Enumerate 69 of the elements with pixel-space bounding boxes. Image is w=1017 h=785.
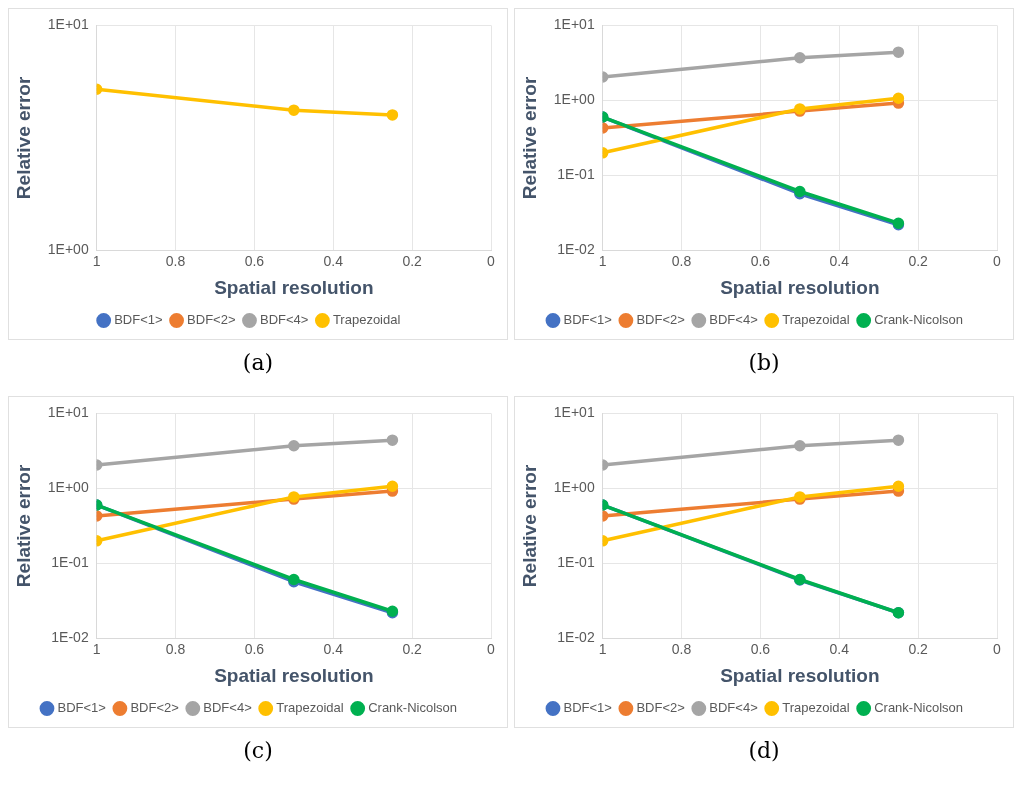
x-tick-label: 0.2 bbox=[908, 640, 929, 657]
x-tick-label: 0.6 bbox=[244, 640, 265, 657]
x-tick-label: 0.8 bbox=[671, 252, 692, 269]
y-axis-title: Relative error bbox=[518, 464, 540, 588]
text: (b) bbox=[748, 350, 780, 377]
x-tick-label: 0.4 bbox=[323, 252, 344, 269]
y-tick-label: 1E-01 bbox=[51, 554, 89, 571]
x-tick-label: 1 bbox=[92, 252, 101, 269]
legend-label: BDF<2> bbox=[130, 700, 179, 716]
x-axis-title: Spatial resolution bbox=[720, 664, 880, 686]
x-tick-label: 0.6 bbox=[750, 640, 771, 657]
legend-label: Trapezoidal bbox=[332, 312, 401, 328]
x-tick-label: 1 bbox=[92, 640, 101, 657]
text: (d) bbox=[748, 738, 780, 765]
y-axis-title: Relative error bbox=[12, 464, 34, 588]
x-tick-label: 0.8 bbox=[671, 640, 692, 657]
y-tick-label: 1E+01 bbox=[553, 16, 595, 33]
x-tick-label: 0.8 bbox=[165, 252, 186, 269]
x-tick-label: 0 bbox=[993, 252, 1002, 269]
y-tick-label: 1E-02 bbox=[557, 629, 595, 646]
y-tick-label: 1E-02 bbox=[557, 241, 595, 258]
y-tick-label: 1E+01 bbox=[47, 16, 89, 33]
y-tick-label: 1E-01 bbox=[557, 554, 595, 571]
x-tick-label: 0.6 bbox=[244, 252, 265, 269]
x-tick-label: 1 bbox=[598, 640, 607, 657]
x-axis-title: Spatial resolution bbox=[720, 276, 880, 298]
y-tick-label: 1E+00 bbox=[553, 479, 595, 496]
x-tick-label: 1 bbox=[598, 252, 607, 269]
x-tick-label: 0.4 bbox=[323, 640, 344, 657]
legend-label: BDF<1> bbox=[57, 700, 106, 716]
x-tick-label: 0.6 bbox=[750, 252, 771, 269]
legend-label: BDF<1> bbox=[563, 312, 612, 328]
x-tick-label: 0.2 bbox=[908, 252, 929, 269]
y-tick-label: 1E-02 bbox=[51, 629, 89, 646]
legend-label: BDF<1> bbox=[114, 312, 163, 328]
y-tick-label: 1E+00 bbox=[47, 479, 89, 496]
x-tick-label: 0.8 bbox=[165, 640, 186, 657]
y-tick-label: 1E+01 bbox=[47, 404, 89, 421]
legend-label: Trapezoidal bbox=[782, 700, 850, 716]
legend-label: BDF<4> bbox=[203, 700, 252, 716]
text: (c) bbox=[243, 738, 273, 765]
legend-label: Trapezoidal bbox=[782, 312, 850, 328]
text: (a) bbox=[242, 350, 274, 377]
x-tick-label: 0.4 bbox=[829, 640, 850, 657]
legend-label: BDF<4> bbox=[709, 700, 758, 716]
y-tick-label: 1E+00 bbox=[47, 241, 89, 258]
legend-label: BDF<4> bbox=[259, 312, 309, 328]
x-tick-label: 0.2 bbox=[402, 640, 423, 657]
legend-label: Crank-Nicolson bbox=[874, 700, 964, 716]
legend-label: Crank-Nicolson bbox=[368, 700, 458, 716]
legend-label: Crank-Nicolson bbox=[874, 312, 964, 328]
y-tick-label: 1E+01 bbox=[553, 404, 595, 421]
legend-label: BDF<4> bbox=[709, 312, 758, 328]
x-tick-label: 0 bbox=[487, 640, 496, 657]
legend-label: BDF<2> bbox=[187, 312, 236, 328]
x-tick-label: 0.4 bbox=[829, 252, 850, 269]
x-tick-label: 0.2 bbox=[402, 252, 423, 269]
x-axis-title: Spatial resolution bbox=[214, 276, 374, 298]
y-axis-title: Relative error bbox=[518, 76, 540, 200]
x-axis-title: Spatial resolution bbox=[214, 664, 374, 686]
x-tick-label: 0 bbox=[487, 252, 496, 269]
y-axis-title: Relative error bbox=[12, 76, 34, 200]
legend-label: BDF<2> bbox=[636, 312, 685, 328]
y-tick-label: 1E+00 bbox=[553, 91, 595, 108]
legend-label: BDF<2> bbox=[636, 700, 685, 716]
legend-label: BDF<1> bbox=[563, 700, 612, 716]
y-tick-label: 1E-01 bbox=[557, 166, 595, 183]
x-tick-label: 0 bbox=[993, 640, 1002, 657]
legend-label: Trapezoidal bbox=[276, 700, 344, 716]
